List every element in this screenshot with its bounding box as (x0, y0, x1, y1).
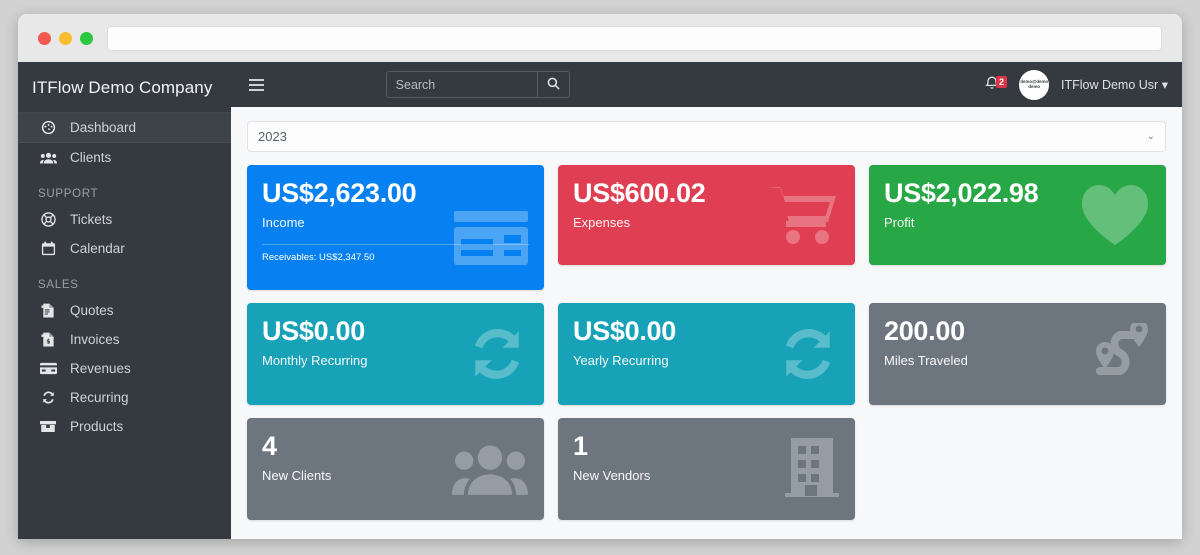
browser-chrome (18, 14, 1182, 62)
sidebar-item-invoices[interactable]: $ Invoices (18, 325, 231, 354)
stat-card-label: Monthly Recurring (262, 353, 368, 369)
sidebar: ITFlow Demo Company Dashboard (18, 62, 231, 539)
traffic-lights (38, 31, 93, 45)
stat-card-label: New Vendors (573, 468, 651, 484)
sidebar-item-label: Recurring (70, 390, 129, 405)
stat-card-income[interactable]: US$2,623.00 Income (247, 165, 544, 290)
year-filter-select[interactable]: 2023 ⌄ (247, 121, 1166, 152)
stat-card-value: US$0.00 (262, 316, 365, 346)
stat-card-value: 4 (262, 431, 277, 461)
shopping-cart-icon (767, 183, 839, 247)
stat-card-yearly-recurring[interactable]: US$0.00 Yearly Recurring (558, 303, 855, 405)
avatar-initials: demo@demo demo (1020, 78, 1048, 90)
sidebar-section-sales: SALES (38, 279, 79, 291)
search-icon (547, 77, 560, 93)
sidebar-item-label: Quotes (70, 303, 114, 318)
maximize-window-button[interactable] (80, 31, 93, 45)
stat-row-2: US$0.00 Monthly Recurring US$0.00 (247, 303, 1166, 405)
brand-title: ITFlow Demo Company (32, 78, 213, 97)
stat-card-label: Miles Traveled (884, 353, 968, 369)
stat-card-label: New Clients (262, 468, 332, 484)
stat-card-profit[interactable]: US$2,022.98 Profit (869, 165, 1166, 265)
box-icon (38, 420, 58, 433)
gauge-icon (38, 120, 58, 135)
sidebar-item-clients[interactable]: Clients (18, 143, 231, 172)
stat-card-label: Income (262, 215, 305, 231)
stat-card-value: 1 (573, 431, 588, 461)
stat-card-monthly-recurring[interactable]: US$0.00 Monthly Recurring (247, 303, 544, 405)
notifications-button[interactable]: 2 (985, 75, 1007, 95)
avatar[interactable]: demo@demo demo (1018, 69, 1049, 100)
stat-row-1: US$2,623.00 Income (247, 165, 1166, 290)
building-icon (785, 438, 839, 500)
year-filter-value: 2023 (258, 129, 287, 144)
sidebar-item-label: Clients (70, 150, 112, 165)
sync-icon (777, 323, 839, 385)
main-area: 2 demo@demo demo ITFlow Demo Usr ▾ (231, 62, 1182, 539)
stat-card-label: Yearly Recurring (573, 353, 669, 369)
sync-icon (466, 323, 528, 385)
sidebar-item-label: Tickets (70, 212, 113, 227)
stat-card-value: US$2,022.98 (884, 178, 1039, 208)
route-icon (1084, 323, 1150, 385)
hamburger-icon[interactable] (245, 75, 268, 95)
topbar-right: 2 demo@demo demo ITFlow Demo Usr ▾ (985, 69, 1168, 100)
chevron-down-icon: ⌄ (1146, 131, 1155, 142)
sync-icon (38, 390, 58, 405)
dashboard-content: 2023 ⌄ US$2,623.00 Income (231, 107, 1182, 539)
users-icon (38, 151, 58, 165)
sidebar-item-label: Dashboard (70, 120, 137, 135)
app-shell: ITFlow Demo Company Dashboard (18, 62, 1182, 539)
sidebar-item-products[interactable]: Products (18, 412, 231, 441)
sidebar-item-calendar[interactable]: Calendar (18, 234, 231, 263)
svg-text:$: $ (46, 339, 50, 346)
sidebar-item-label: Products (70, 419, 124, 434)
life-ring-icon (38, 212, 58, 227)
file-invoice-dollar-icon: $ (38, 332, 58, 347)
stat-card-new-vendors[interactable]: 1 New Vendors (558, 418, 855, 520)
sidebar-item-label: Calendar (70, 241, 125, 256)
url-bar[interactable] (107, 25, 1162, 51)
sidebar-item-recurring[interactable]: Recurring (18, 383, 231, 412)
stat-card-expenses[interactable]: US$600.02 Expenses (558, 165, 855, 265)
credit-card-icon (38, 362, 58, 375)
users-icon (452, 441, 528, 497)
sidebar-item-label: Invoices (70, 332, 120, 347)
close-window-button[interactable] (38, 31, 51, 45)
search-box (385, 71, 570, 98)
heart-icon (1080, 184, 1150, 246)
stat-card-label: Expenses (573, 215, 631, 231)
minimize-window-button[interactable] (59, 31, 72, 45)
sidebar-item-quotes[interactable]: Quotes (18, 296, 231, 325)
search-input[interactable] (386, 72, 537, 97)
user-menu-button[interactable]: ITFlow Demo Usr ▾ (1060, 78, 1168, 92)
stat-card-miles-traveled[interactable]: 200.00 Miles Traveled (869, 303, 1166, 405)
stat-row-3-spacer (869, 418, 1166, 520)
caret-down-icon: ▾ (1161, 78, 1168, 92)
sidebar-item-label: Revenues (70, 361, 131, 376)
calendar-icon (38, 241, 58, 256)
stat-row-3: 4 New Clients (247, 418, 1166, 520)
file-quote-icon (38, 303, 58, 318)
search-button[interactable] (536, 72, 569, 97)
sidebar-item-revenues[interactable]: Revenues (18, 354, 231, 383)
browser-window: ITFlow Demo Company Dashboard (18, 14, 1182, 539)
stat-card-value: US$2,623.00 (262, 178, 417, 208)
stat-card-value: US$600.02 (573, 178, 706, 208)
stat-card-new-clients[interactable]: 4 New Clients (247, 418, 544, 520)
sidebar-item-dashboard[interactable]: Dashboard (18, 112, 231, 143)
stat-card-value: US$0.00 (573, 316, 676, 346)
stat-card-footer: Receivables: US$2,347.50 (262, 244, 529, 271)
stat-card-value: 200.00 (884, 316, 965, 346)
topbar: 2 demo@demo demo ITFlow Demo Usr ▾ (231, 62, 1182, 107)
stat-card-label: Profit (884, 215, 915, 231)
notification-badge: 2 (995, 75, 1007, 88)
sidebar-section-support: SUPPORT (38, 188, 99, 200)
sidebar-item-tickets[interactable]: Tickets (18, 205, 231, 234)
credit-card-icon (454, 209, 528, 267)
